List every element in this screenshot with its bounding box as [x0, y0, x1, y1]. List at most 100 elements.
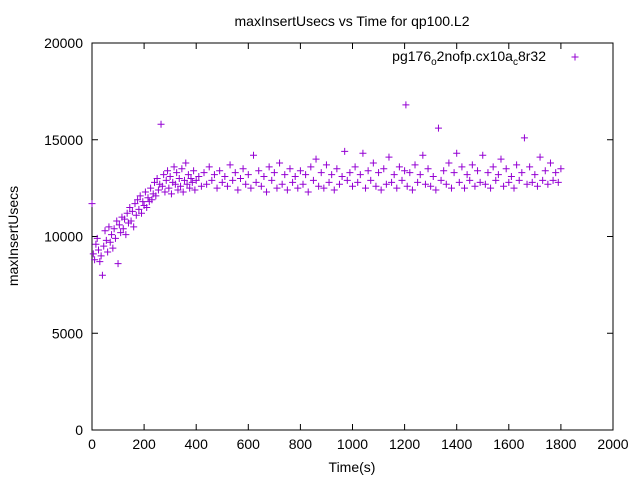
- data-point: [402, 101, 410, 109]
- data-point: [273, 184, 281, 192]
- data-point: [549, 176, 557, 184]
- data-point: [484, 169, 492, 177]
- legend-label-subscript: c: [513, 57, 518, 68]
- data-point: [250, 151, 258, 159]
- data-point: [278, 180, 286, 188]
- data-point: [455, 178, 463, 186]
- data-point: [541, 167, 549, 175]
- data-point: [442, 180, 450, 188]
- data-point: [502, 165, 510, 173]
- data-point: [401, 167, 409, 175]
- data-point: [554, 178, 562, 186]
- data-point: [161, 188, 169, 196]
- data-point: [132, 211, 140, 219]
- data-point: [343, 176, 351, 184]
- data-point: [557, 165, 565, 173]
- data-point: [468, 161, 476, 169]
- data-point: [489, 163, 497, 171]
- data-point: [121, 215, 129, 223]
- y-axis: 0 5000 10000 15000 20000: [44, 35, 613, 438]
- data-point: [421, 180, 429, 188]
- legend-label-part: 2nofp.cx10a: [437, 48, 513, 64]
- data-point: [539, 176, 547, 184]
- data-point: [315, 182, 323, 190]
- data-point: [440, 167, 448, 175]
- x-tick-label: 400: [185, 436, 209, 452]
- data-point: [205, 163, 213, 171]
- data-point: [364, 167, 372, 175]
- data-point: [265, 163, 273, 171]
- data-point: [96, 258, 104, 266]
- data-point: [375, 169, 383, 177]
- data-point: [88, 200, 96, 208]
- data-point: [492, 176, 500, 184]
- data-point: [362, 184, 370, 192]
- data-point: [180, 176, 188, 184]
- data-point: [100, 242, 108, 250]
- data-point: [463, 171, 471, 179]
- data-point: [382, 180, 390, 188]
- data-point: [114, 260, 122, 268]
- data-point: [466, 176, 474, 184]
- data-point: [151, 178, 159, 186]
- data-point: [403, 182, 411, 190]
- data-point: [101, 227, 109, 235]
- data-point: [154, 186, 162, 194]
- data-point: [186, 184, 194, 192]
- data-point: [322, 161, 330, 169]
- data-point: [231, 169, 239, 177]
- data-point: [302, 171, 310, 179]
- data-point: [244, 171, 252, 179]
- data-point: [552, 169, 560, 177]
- data-point: [158, 182, 166, 190]
- data-point: [395, 163, 403, 171]
- data-point: [510, 184, 518, 192]
- data-point: [341, 147, 349, 155]
- data-point: [97, 252, 105, 260]
- data-point: [424, 165, 432, 173]
- data-point: [203, 180, 211, 188]
- data-point: [268, 176, 276, 184]
- data-point: [453, 149, 461, 157]
- data-point: [234, 186, 242, 194]
- data-point: [178, 165, 186, 173]
- data-point: [479, 151, 487, 159]
- data-point: [153, 174, 161, 182]
- data-point: [546, 159, 554, 167]
- data-point: [385, 153, 393, 161]
- data-point: [192, 176, 200, 184]
- data-point: [128, 207, 136, 215]
- data-point: [474, 167, 482, 175]
- data-point: [177, 182, 185, 190]
- data-point: [304, 188, 312, 196]
- data-point: [137, 209, 145, 217]
- data-point: [236, 174, 244, 182]
- legend: pg176o2nofp.cx10ac8r32: [392, 48, 579, 68]
- data-point: [283, 186, 291, 194]
- data-point: [104, 248, 112, 256]
- chart-title: maxInsertUsecs vs Time for qp100.L2: [235, 13, 470, 29]
- data-point: [408, 186, 416, 194]
- data-point: [398, 176, 406, 184]
- data-point: [173, 169, 181, 177]
- data-point: [338, 173, 346, 181]
- data-point: [296, 167, 304, 175]
- data-point: [143, 203, 151, 211]
- data-point: [312, 155, 320, 163]
- data-point: [497, 155, 505, 163]
- data-point: [119, 225, 127, 233]
- data-point: [139, 198, 147, 206]
- data-point: [500, 182, 508, 190]
- x-tick-label: 800: [289, 436, 313, 452]
- data-point: [95, 246, 103, 254]
- data-point: [526, 163, 534, 171]
- data-point: [411, 161, 419, 169]
- data-point: [102, 236, 110, 244]
- data-point: [487, 184, 495, 192]
- data-point: [294, 184, 302, 192]
- y-tick-label: 5000: [52, 325, 83, 341]
- data-point: [108, 231, 116, 239]
- data-point: [523, 180, 531, 188]
- data-point: [419, 151, 427, 159]
